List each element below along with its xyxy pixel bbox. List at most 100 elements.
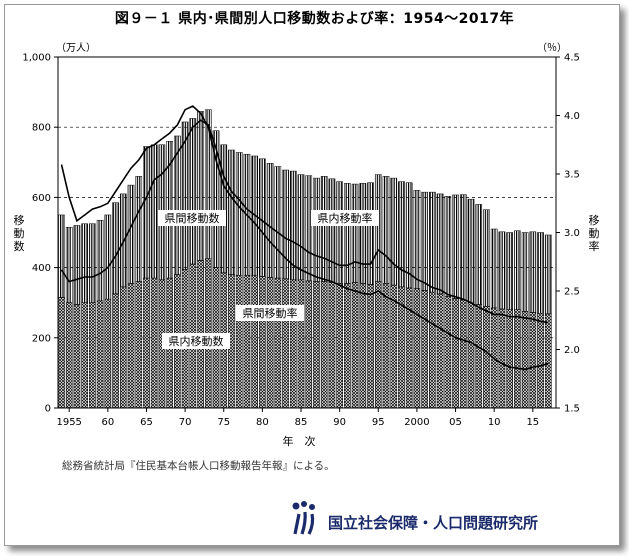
annotation-inter-count: 県間移動数 bbox=[165, 211, 220, 225]
x-tick-label: 2000 bbox=[404, 417, 429, 428]
left-tick-label: 0 bbox=[45, 404, 51, 415]
bar-inter-prefecture-2001 bbox=[421, 191, 428, 291]
bar-intra-prefecture-1955 bbox=[65, 302, 73, 409]
bar-inter-prefecture-1994 bbox=[367, 182, 374, 285]
x-tick-label: 70 bbox=[179, 417, 192, 428]
bar-inter-prefecture-1969 bbox=[174, 135, 181, 275]
bar-intra-prefecture-1991 bbox=[344, 283, 351, 409]
bar-inter-prefecture-1971 bbox=[189, 118, 197, 265]
bar-intra-prefecture-1992 bbox=[351, 282, 359, 409]
x-tick-label: 80 bbox=[256, 417, 269, 428]
bar-inter-prefecture-1995 bbox=[374, 174, 382, 282]
right-tick-label: 4.5 bbox=[564, 53, 580, 64]
line-intra-prefecture-rate bbox=[60, 119, 549, 324]
bar-inter-prefecture-1993 bbox=[359, 183, 367, 284]
bar-intra-prefecture-1966 bbox=[150, 277, 158, 409]
bar-inter-prefecture-1970 bbox=[181, 121, 189, 270]
bar-inter-prefecture-1997 bbox=[390, 177, 398, 286]
bar-inter-prefecture-1999 bbox=[405, 182, 413, 289]
bar-inter-prefecture-2015 bbox=[529, 231, 537, 313]
bar-inter-prefecture-1980 bbox=[259, 158, 266, 277]
bar-inter-prefecture-1959 bbox=[96, 219, 104, 302]
bar-inter-prefecture-1966 bbox=[150, 144, 158, 279]
bar-inter-prefecture-1961 bbox=[112, 202, 119, 295]
bar-inter-prefecture-1992 bbox=[351, 183, 359, 283]
bar-intra-prefecture-1959 bbox=[96, 300, 104, 409]
bar-intra-prefecture-2012 bbox=[506, 309, 513, 409]
bar-intra-prefecture-2002 bbox=[429, 291, 436, 409]
right-tick-label: 3.0 bbox=[564, 228, 580, 239]
x-tick-label: 85 bbox=[295, 417, 308, 428]
bar-inter-prefecture-1981 bbox=[266, 163, 274, 278]
bar-intra-prefecture-1987 bbox=[313, 281, 320, 409]
left-tick-label: 1,000 bbox=[22, 53, 51, 64]
chart-title: 図９－１ 県内･県間別人口移動数および率：1954～2017年 bbox=[114, 11, 515, 27]
bar-inter-prefecture-2014 bbox=[521, 232, 529, 312]
bar-inter-prefecture-2000 bbox=[413, 190, 421, 289]
bar-inter-prefecture-1958 bbox=[89, 223, 96, 303]
bar-intra-prefecture-1988 bbox=[320, 281, 328, 409]
bar-intra-prefecture-1989 bbox=[328, 282, 336, 409]
bar-intra-prefecture-2004 bbox=[444, 296, 452, 409]
bar-inter-prefecture-1986 bbox=[305, 175, 313, 282]
bar-inter-prefecture-2012 bbox=[506, 232, 513, 310]
bar-intra-prefecture-1997 bbox=[390, 284, 398, 409]
bar-inter-prefecture-2009 bbox=[483, 209, 490, 307]
bar-inter-prefecture-1976 bbox=[228, 149, 235, 275]
bar-intra-prefecture-1979 bbox=[251, 275, 258, 409]
bar-intra-prefecture-1962 bbox=[119, 286, 127, 409]
x-tick-label: 10 bbox=[488, 417, 501, 428]
left-unit-label: （万人） bbox=[56, 42, 96, 54]
bar-intra-prefecture-2009 bbox=[483, 305, 490, 409]
bar-inter-prefecture-1989 bbox=[328, 178, 336, 283]
bar-inter-prefecture-1982 bbox=[274, 166, 282, 279]
bar-inter-prefecture-1963 bbox=[127, 184, 135, 284]
bar-intra-prefecture-1981 bbox=[266, 277, 274, 409]
bar-intra-prefecture-1961 bbox=[112, 293, 119, 409]
bar-inter-prefecture-2008 bbox=[475, 204, 483, 305]
bar-intra-prefecture-2005 bbox=[452, 298, 459, 409]
line-inter-prefecture-rate bbox=[60, 105, 549, 371]
bar-intra-prefecture-2014 bbox=[521, 311, 529, 409]
left-axis-title: 移動数 bbox=[14, 214, 25, 253]
bar-intra-prefecture-1965 bbox=[143, 277, 150, 409]
right-tick-label: 3.5 bbox=[564, 170, 580, 181]
bar-intra-prefecture-1982 bbox=[274, 277, 282, 409]
bar-intra-prefecture-1986 bbox=[305, 280, 313, 409]
left-tick-label: 600 bbox=[32, 193, 51, 204]
annotation-inter-count-bg bbox=[158, 210, 226, 226]
bar-intra-prefecture-1977 bbox=[235, 275, 243, 409]
bar-intra-prefecture-1978 bbox=[243, 275, 251, 409]
bar-intra-prefecture-1954 bbox=[58, 297, 65, 409]
right-unit-label: （％） bbox=[537, 42, 567, 54]
bar-inter-prefecture-2006 bbox=[459, 194, 467, 301]
bar-inter-prefecture-1957 bbox=[81, 223, 88, 303]
bar-intra-prefecture-1963 bbox=[127, 283, 135, 409]
x-tick-label: 60 bbox=[101, 417, 114, 428]
bar-inter-prefecture-1965 bbox=[143, 146, 150, 279]
bar-inter-prefecture-1987 bbox=[313, 177, 320, 282]
institute-logo: 国立社会保障・人口問題研究所 bbox=[290, 500, 580, 540]
bar-intra-prefecture-1995 bbox=[374, 281, 382, 409]
bar-intra-prefecture-1957 bbox=[81, 302, 88, 409]
x-tick-label: 05 bbox=[449, 417, 462, 428]
bar-inter-prefecture-2002 bbox=[429, 191, 436, 293]
left-tick-label: 400 bbox=[32, 263, 51, 274]
bar-inter-prefecture-1964 bbox=[135, 176, 143, 282]
institute-logo-icon bbox=[292, 501, 315, 535]
bar-inter-prefecture-1968 bbox=[166, 140, 173, 279]
bar-inter-prefecture-2007 bbox=[467, 198, 475, 303]
bar-intra-prefecture-1964 bbox=[135, 281, 143, 409]
bar-inter-prefecture-2004 bbox=[444, 196, 452, 297]
bar-intra-prefecture-2006 bbox=[459, 299, 467, 409]
bar-intra-prefecture-2000 bbox=[413, 288, 421, 409]
bar-inter-prefecture-1956 bbox=[73, 225, 81, 305]
bar-intra-prefecture-1990 bbox=[336, 283, 343, 409]
bar-intra-prefecture-2013 bbox=[514, 309, 521, 409]
bar-intra-prefecture-1999 bbox=[405, 287, 413, 409]
bar-intra-prefecture-2015 bbox=[529, 312, 537, 409]
right-tick-label: 2.0 bbox=[564, 345, 580, 356]
bar-inter-prefecture-1975 bbox=[220, 144, 228, 274]
right-tick-label: 4.0 bbox=[564, 111, 580, 122]
bar-inter-prefecture-2010 bbox=[490, 228, 498, 309]
